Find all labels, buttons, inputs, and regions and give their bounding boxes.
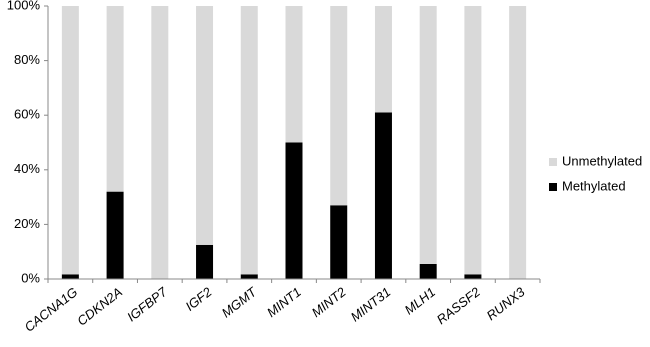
x-tick-label: MINT1 (264, 284, 304, 320)
x-tick-label: MINT2 (309, 284, 350, 320)
x-tick-label: IGF2 (182, 284, 215, 314)
legend-label: Methylated (562, 178, 626, 193)
bar-segment (151, 6, 169, 279)
y-tick-label: 60% (14, 107, 40, 122)
x-tick-label: RASSF2 (434, 284, 484, 327)
x-tick-label: CACNA1G (22, 284, 81, 335)
x-tick-label: IGFBP7 (124, 284, 170, 325)
x-tick-label: CDKN2A (74, 284, 125, 328)
bar-segment (196, 6, 214, 245)
bar-segment (285, 6, 303, 143)
y-tick-label: 100% (7, 0, 41, 12)
bar-segment (464, 274, 482, 279)
bar-segment (106, 6, 124, 192)
bar-segment (509, 6, 527, 279)
x-tick-label: MINT31 (348, 284, 394, 324)
y-tick-label: 20% (14, 216, 40, 231)
legend-swatch (549, 183, 557, 191)
bar-segment (285, 142, 303, 279)
bar-segment (106, 191, 124, 279)
bar-segment (330, 6, 348, 206)
y-tick-label: 0% (21, 270, 40, 285)
bar-segment (374, 112, 392, 279)
y-tick-label: 40% (14, 161, 40, 176)
bar-segment (419, 6, 437, 264)
bar-segment (196, 244, 214, 279)
y-tick-label: 80% (14, 52, 40, 67)
bar-segment (330, 205, 348, 279)
x-tick-label: RUNX3 (484, 284, 529, 323)
bar-segment (374, 6, 392, 113)
bar-segment (61, 6, 79, 275)
bar-segment (419, 263, 437, 279)
bar-segment (464, 6, 482, 275)
x-tick-label: MLH1 (402, 284, 439, 317)
legend-swatch (549, 158, 557, 166)
x-tick-label: MGMT (219, 284, 260, 321)
bar-segment (240, 274, 258, 279)
bar-segment (61, 274, 79, 279)
legend-label: Unmethylated (562, 153, 642, 168)
bar-segment (240, 6, 258, 275)
